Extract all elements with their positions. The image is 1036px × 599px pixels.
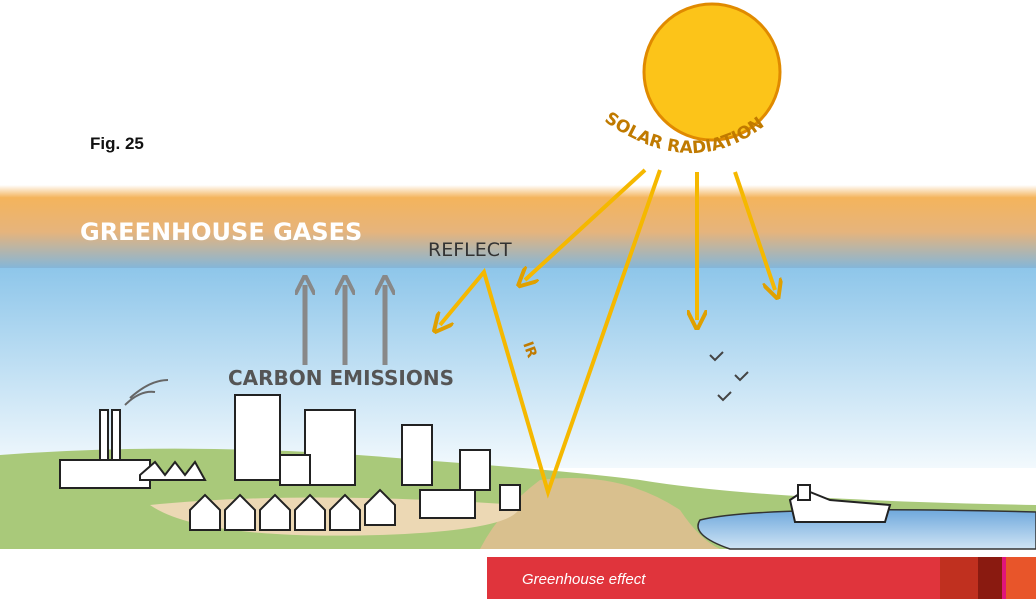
caption: Greenhouse effect [522, 571, 646, 588]
caption-block [978, 557, 1002, 599]
figure-label: Fig. 25 [90, 134, 144, 153]
caption-block [940, 557, 978, 599]
carbon-emissions-label: CARBON EMISSIONS [228, 366, 454, 390]
page: SOLAR RADIATION Fig. 25 GREENHOUSE GASES… [0, 0, 1036, 599]
caption-block [1006, 557, 1036, 599]
greenhouse-gases-label: GREENHOUSE GASES [80, 218, 362, 246]
illustration: SOLAR RADIATION Fig. 25 GREENHOUSE GASES… [0, 0, 1036, 599]
sky [0, 268, 1036, 468]
caption-block [1002, 557, 1006, 599]
reflect-label: REFLECT [428, 239, 512, 261]
